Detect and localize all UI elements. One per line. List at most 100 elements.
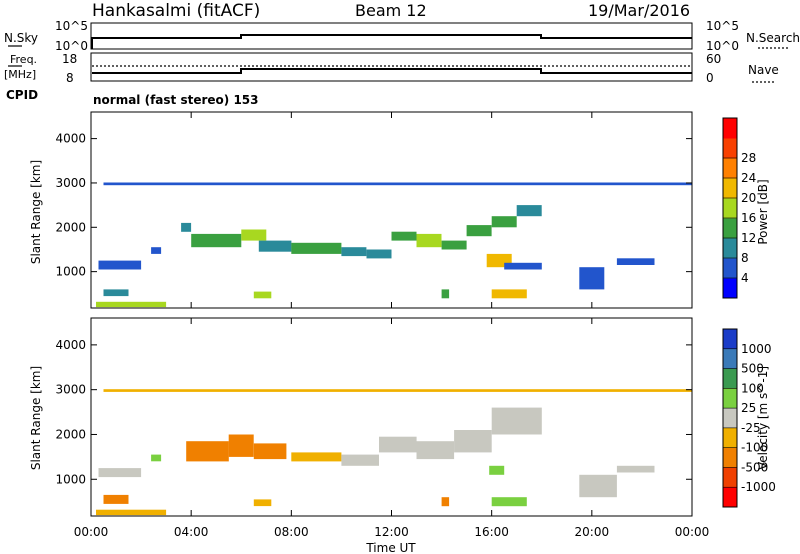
power-y-label: Slant Range [km] (29, 160, 43, 264)
freq-unit: [MHz] (4, 68, 36, 81)
colorbar-tick-label: 1000 (741, 342, 772, 356)
colorbar-swatch (723, 467, 737, 488)
vel-cell (616, 465, 655, 473)
power-cell (416, 233, 442, 248)
power-cell (616, 258, 655, 265)
power-colorbar-label: Power [dB] (756, 179, 770, 244)
power-cell (441, 240, 467, 250)
beam-label: Beam 12 (355, 1, 427, 20)
cpid-label: CPID (6, 88, 38, 102)
nsky-left-tick-bottom: 10^0 (55, 39, 88, 53)
power-cell (96, 301, 167, 308)
time-tick-label: 12:00 (374, 525, 409, 539)
time-tick-label: 00:00 (675, 525, 710, 539)
power-cell (241, 229, 267, 241)
colorbar-swatch (723, 447, 737, 468)
vel-cell (228, 434, 254, 457)
colorbar-swatch (723, 368, 737, 389)
colorbar-frame (722, 328, 738, 508)
colorbar-swatch (723, 218, 737, 239)
nave-tick-top: 60 (706, 52, 721, 66)
vel-cell (441, 497, 450, 507)
velocity-y-ticks: 1000 2000 3000 4000 (55, 338, 692, 486)
range-tick-label: 3000 (55, 383, 86, 397)
power-cell (191, 233, 242, 248)
power-cell (341, 247, 367, 257)
vel-cell (103, 389, 692, 392)
vel-cell (416, 441, 455, 460)
nsky-panel: N.Sky 10^5 10^0 10^5 10^0 N.Search (4, 19, 800, 53)
freq-label: Freq. (10, 53, 37, 66)
vel-cell (291, 452, 342, 462)
power-cell (98, 260, 142, 270)
time-axis-label: Time UT (365, 541, 416, 554)
vel-cell (253, 443, 287, 460)
nsearch-label: N.Search (746, 31, 800, 45)
colorbar-tick-label: 24 (741, 171, 756, 185)
colorbar-swatch (723, 258, 737, 279)
power-cell (516, 205, 542, 217)
vel-cell (186, 441, 229, 462)
power-cell (253, 291, 272, 299)
power-cell (391, 231, 417, 241)
range-tick-label: 4000 (55, 338, 86, 352)
colorbar-tick-label: -1000 (741, 480, 776, 494)
colorbar-tick-label: 500 (741, 362, 764, 376)
vel-cell (341, 454, 379, 466)
colorbar-swatch (723, 329, 737, 350)
colorbar-tick-label: 20 (741, 191, 756, 205)
freq-tick-bottom: 8 (66, 71, 74, 85)
vel-cell (103, 494, 129, 504)
colorbar-swatch (723, 408, 737, 429)
power-cell (491, 289, 527, 299)
power-cell (103, 289, 129, 297)
colorbar-tick-label: -100 (741, 441, 768, 455)
range-tick-label: 4000 (55, 132, 86, 146)
vel-cell (253, 499, 272, 507)
power-y-ticks: 1000 2000 3000 4000 (55, 132, 692, 279)
colorbar-swatch (723, 138, 737, 159)
colorbar-tick-label: -500 (741, 460, 768, 474)
colorbar-tick-label: 8 (741, 251, 749, 265)
colorbar-swatch (723, 388, 737, 409)
time-tick-label: 08:00 (274, 525, 309, 539)
velocity-y-label: Slant Range [km] (29, 366, 43, 470)
vel-cell (454, 430, 492, 453)
nsky-left-tick-top: 10^5 (55, 19, 88, 33)
velocity-colorbar: 1000 500 100 25 -25 -100 -500 -1000 (722, 328, 776, 508)
colorbar-tick-label: -25 (741, 421, 761, 435)
colorbar-swatch (723, 118, 737, 139)
vel-cell (96, 509, 167, 516)
freq-panel: Freq. [MHz] 18 8 60 0 Nave (4, 52, 779, 85)
time-axis: 00:00 04:00 08:00 12:00 16:00 20:00 00:00 (74, 112, 710, 539)
colorbar-tick-label: 100 (741, 381, 764, 395)
nave-tick-bottom: 0 (706, 71, 714, 85)
vel-cell (579, 474, 617, 498)
power-cell (366, 249, 392, 259)
nsky-right-tick-bottom: 10^0 (706, 39, 739, 53)
time-tick-label: 16:00 (474, 525, 509, 539)
power-cell (441, 289, 450, 299)
nsky-trace (91, 34, 692, 49)
vel-cell (491, 407, 542, 435)
cpid-mode: normal (fast stereo) 153 (93, 93, 259, 107)
colorbar-swatch (723, 278, 737, 299)
time-tick-label: 04:00 (174, 525, 209, 539)
colorbar-swatch (723, 348, 737, 370)
power-cell (103, 182, 692, 186)
colorbar-frame (722, 117, 738, 299)
colorbar-swatch (723, 158, 737, 179)
range-tick-label: 2000 (55, 427, 86, 441)
station-title: Hankasalmi (fitACF) (92, 1, 260, 21)
power-cell (579, 267, 605, 290)
power-cell (291, 242, 342, 254)
freq-frame (90, 52, 693, 82)
power-panel: 1000 2000 3000 4000 Slant Range [km] (29, 111, 693, 309)
power-cell (181, 222, 192, 232)
nsky-left-label: N.Sky (4, 31, 38, 45)
time-tick-label: 00:00 (74, 525, 109, 539)
range-tick-label: 1000 (55, 265, 86, 279)
nsky-right-tick-top: 10^5 (706, 19, 739, 33)
power-cell (258, 240, 292, 252)
